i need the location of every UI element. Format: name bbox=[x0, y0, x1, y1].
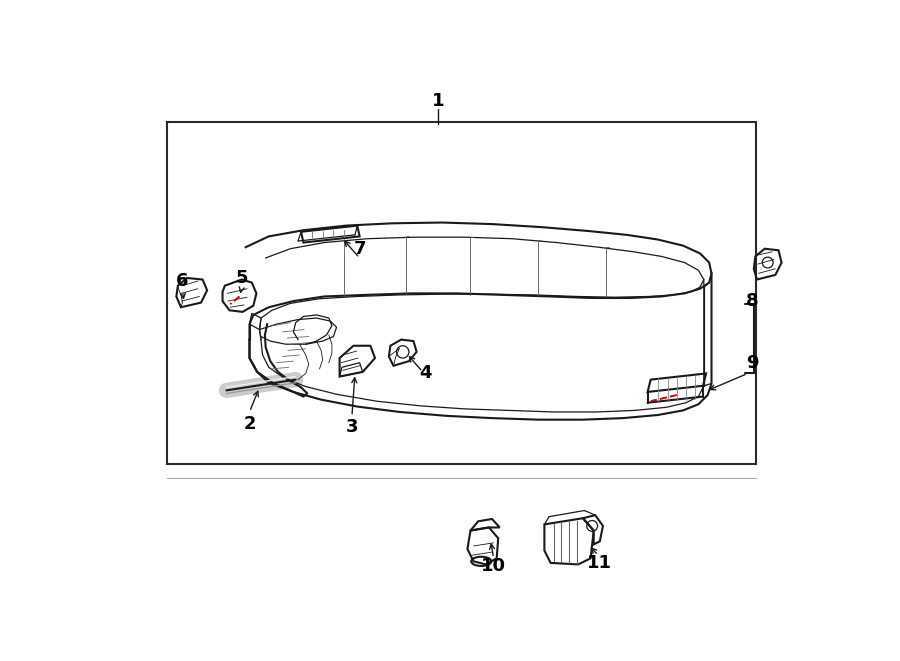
Text: 11: 11 bbox=[588, 554, 612, 572]
Text: 1: 1 bbox=[432, 92, 445, 110]
Text: 3: 3 bbox=[346, 418, 358, 436]
Text: 2: 2 bbox=[243, 415, 256, 433]
Bar bbox=[167, 122, 756, 464]
Text: 5: 5 bbox=[236, 269, 248, 287]
Text: 4: 4 bbox=[419, 364, 432, 383]
Text: 6: 6 bbox=[176, 272, 189, 290]
Text: 9: 9 bbox=[746, 354, 759, 371]
Text: 8: 8 bbox=[746, 292, 759, 310]
Text: 10: 10 bbox=[482, 557, 506, 575]
Text: 7: 7 bbox=[354, 240, 366, 258]
